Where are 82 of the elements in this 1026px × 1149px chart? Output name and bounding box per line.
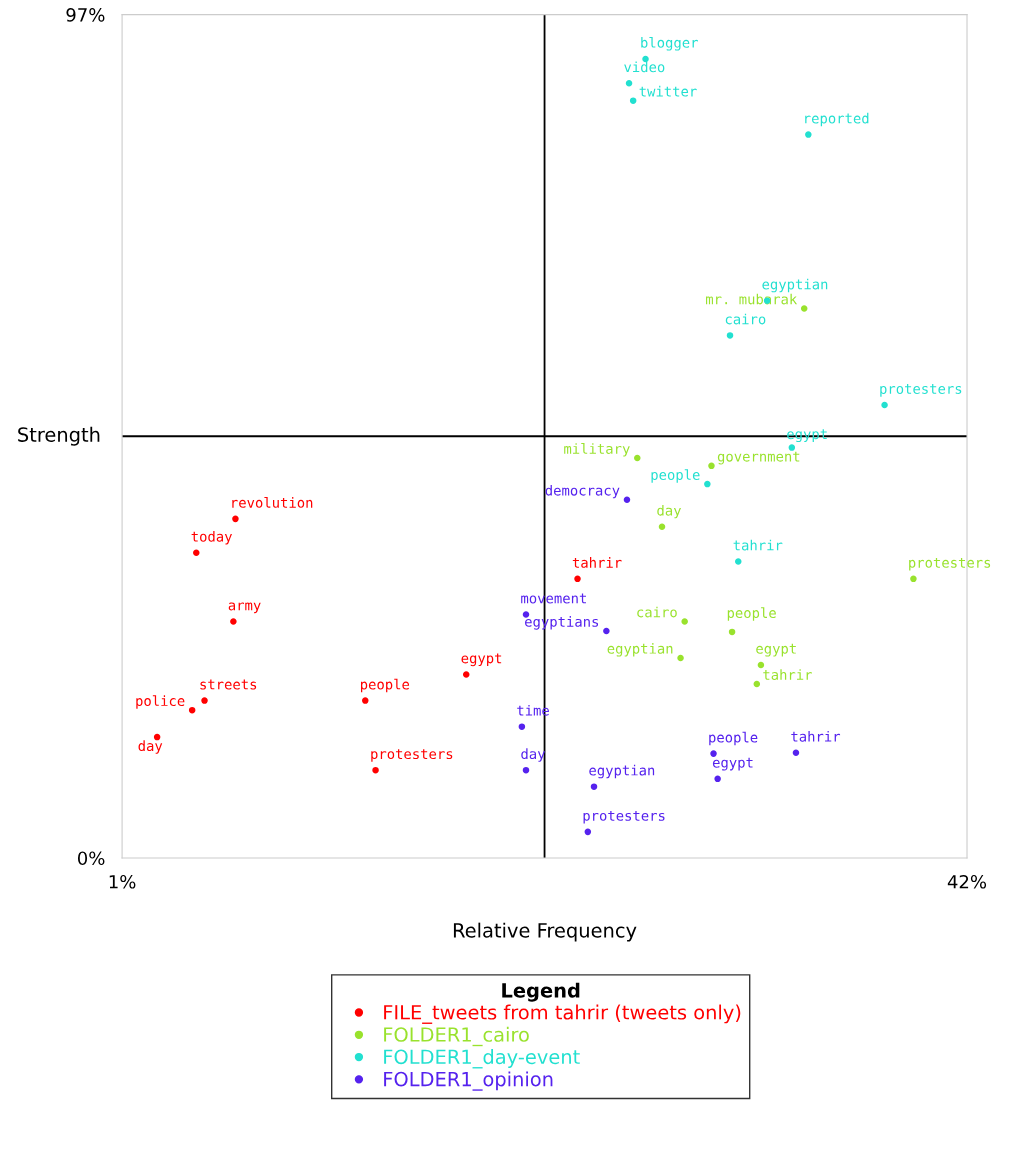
data-label: tahrir	[791, 730, 841, 742]
data-label: cairo	[725, 313, 766, 325]
point	[522, 766, 530, 774]
legend-label: FOLDER1_opinion	[384, 1071, 553, 1091]
data-label: democracy	[545, 484, 620, 499]
data-label: government	[717, 451, 800, 465]
data-label: streets	[200, 679, 257, 690]
point	[708, 462, 715, 470]
point	[704, 480, 711, 488]
data-label: egyptian	[607, 643, 673, 657]
data-label: cairo	[637, 606, 677, 618]
data-label: today	[191, 531, 232, 545]
data-label: police	[136, 695, 185, 709]
y-tick-label: 0%	[77, 851, 105, 866]
legend-title: Legend	[502, 982, 580, 1002]
point	[518, 723, 526, 730]
data-label: day	[657, 504, 681, 519]
point	[362, 697, 369, 704]
legend-label: FILE_tweets from tahrir (tweets only)	[384, 1004, 741, 1024]
data-label: egyptian	[589, 764, 655, 779]
data-label: egypt	[461, 653, 502, 667]
point	[881, 401, 888, 409]
point	[188, 706, 196, 714]
x-axis-title: Relative Frequency	[453, 922, 637, 942]
x-tick-label: 1%	[109, 874, 136, 889]
data-label: people	[727, 607, 776, 621]
legend-label: FOLDER1_cairo	[384, 1026, 529, 1047]
point	[634, 454, 641, 462]
legend-label: FOLDER1_day-event	[384, 1049, 580, 1069]
data-label: military	[564, 443, 630, 457]
point	[462, 671, 470, 678]
data-label: egypt	[712, 757, 753, 771]
data-label: egyptian	[762, 278, 828, 293]
data-label: protesters	[371, 749, 453, 762]
point	[681, 618, 688, 625]
x-tick-label: 42%	[947, 874, 987, 889]
point	[623, 496, 631, 503]
data-label: people	[651, 469, 700, 483]
point	[193, 549, 200, 557]
data-label: blogger	[641, 36, 698, 51]
data-label: army	[228, 602, 261, 614]
point	[584, 828, 592, 836]
data-label: protesters	[909, 557, 991, 571]
point	[788, 444, 796, 451]
point	[574, 575, 581, 583]
data-label: reported	[805, 112, 869, 127]
point	[792, 749, 800, 757]
point	[677, 654, 684, 662]
point	[910, 575, 917, 583]
data-label: tahrir	[733, 539, 783, 551]
point	[757, 661, 765, 669]
point	[753, 680, 761, 688]
data-label: tahrir	[572, 557, 622, 568]
data-label: mr. mubarak	[706, 293, 798, 305]
data-label: tahrir	[763, 669, 812, 680]
point	[726, 332, 734, 339]
data-label: revolution	[232, 497, 313, 508]
point	[658, 523, 666, 530]
point	[201, 697, 208, 704]
data-label: day	[138, 740, 163, 754]
point	[230, 618, 237, 625]
point	[372, 766, 379, 774]
point	[805, 131, 812, 138]
point	[728, 628, 736, 636]
point	[603, 627, 610, 635]
y-axis-title: Strength	[18, 426, 100, 446]
point	[625, 80, 633, 87]
data-label: egypt	[756, 643, 796, 657]
point	[629, 97, 637, 104]
point	[590, 783, 598, 790]
data-label: protesters	[583, 810, 665, 824]
y-tick-label: 97%	[66, 8, 105, 22]
data-label: video	[624, 61, 665, 73]
data-label: twitter	[639, 85, 697, 97]
data-label: people	[709, 731, 758, 746]
point	[710, 750, 717, 757]
data-label: people	[361, 678, 410, 693]
point	[800, 305, 808, 312]
point	[714, 775, 721, 783]
point	[232, 515, 239, 523]
point	[735, 558, 742, 565]
data-label: protesters	[880, 384, 962, 397]
